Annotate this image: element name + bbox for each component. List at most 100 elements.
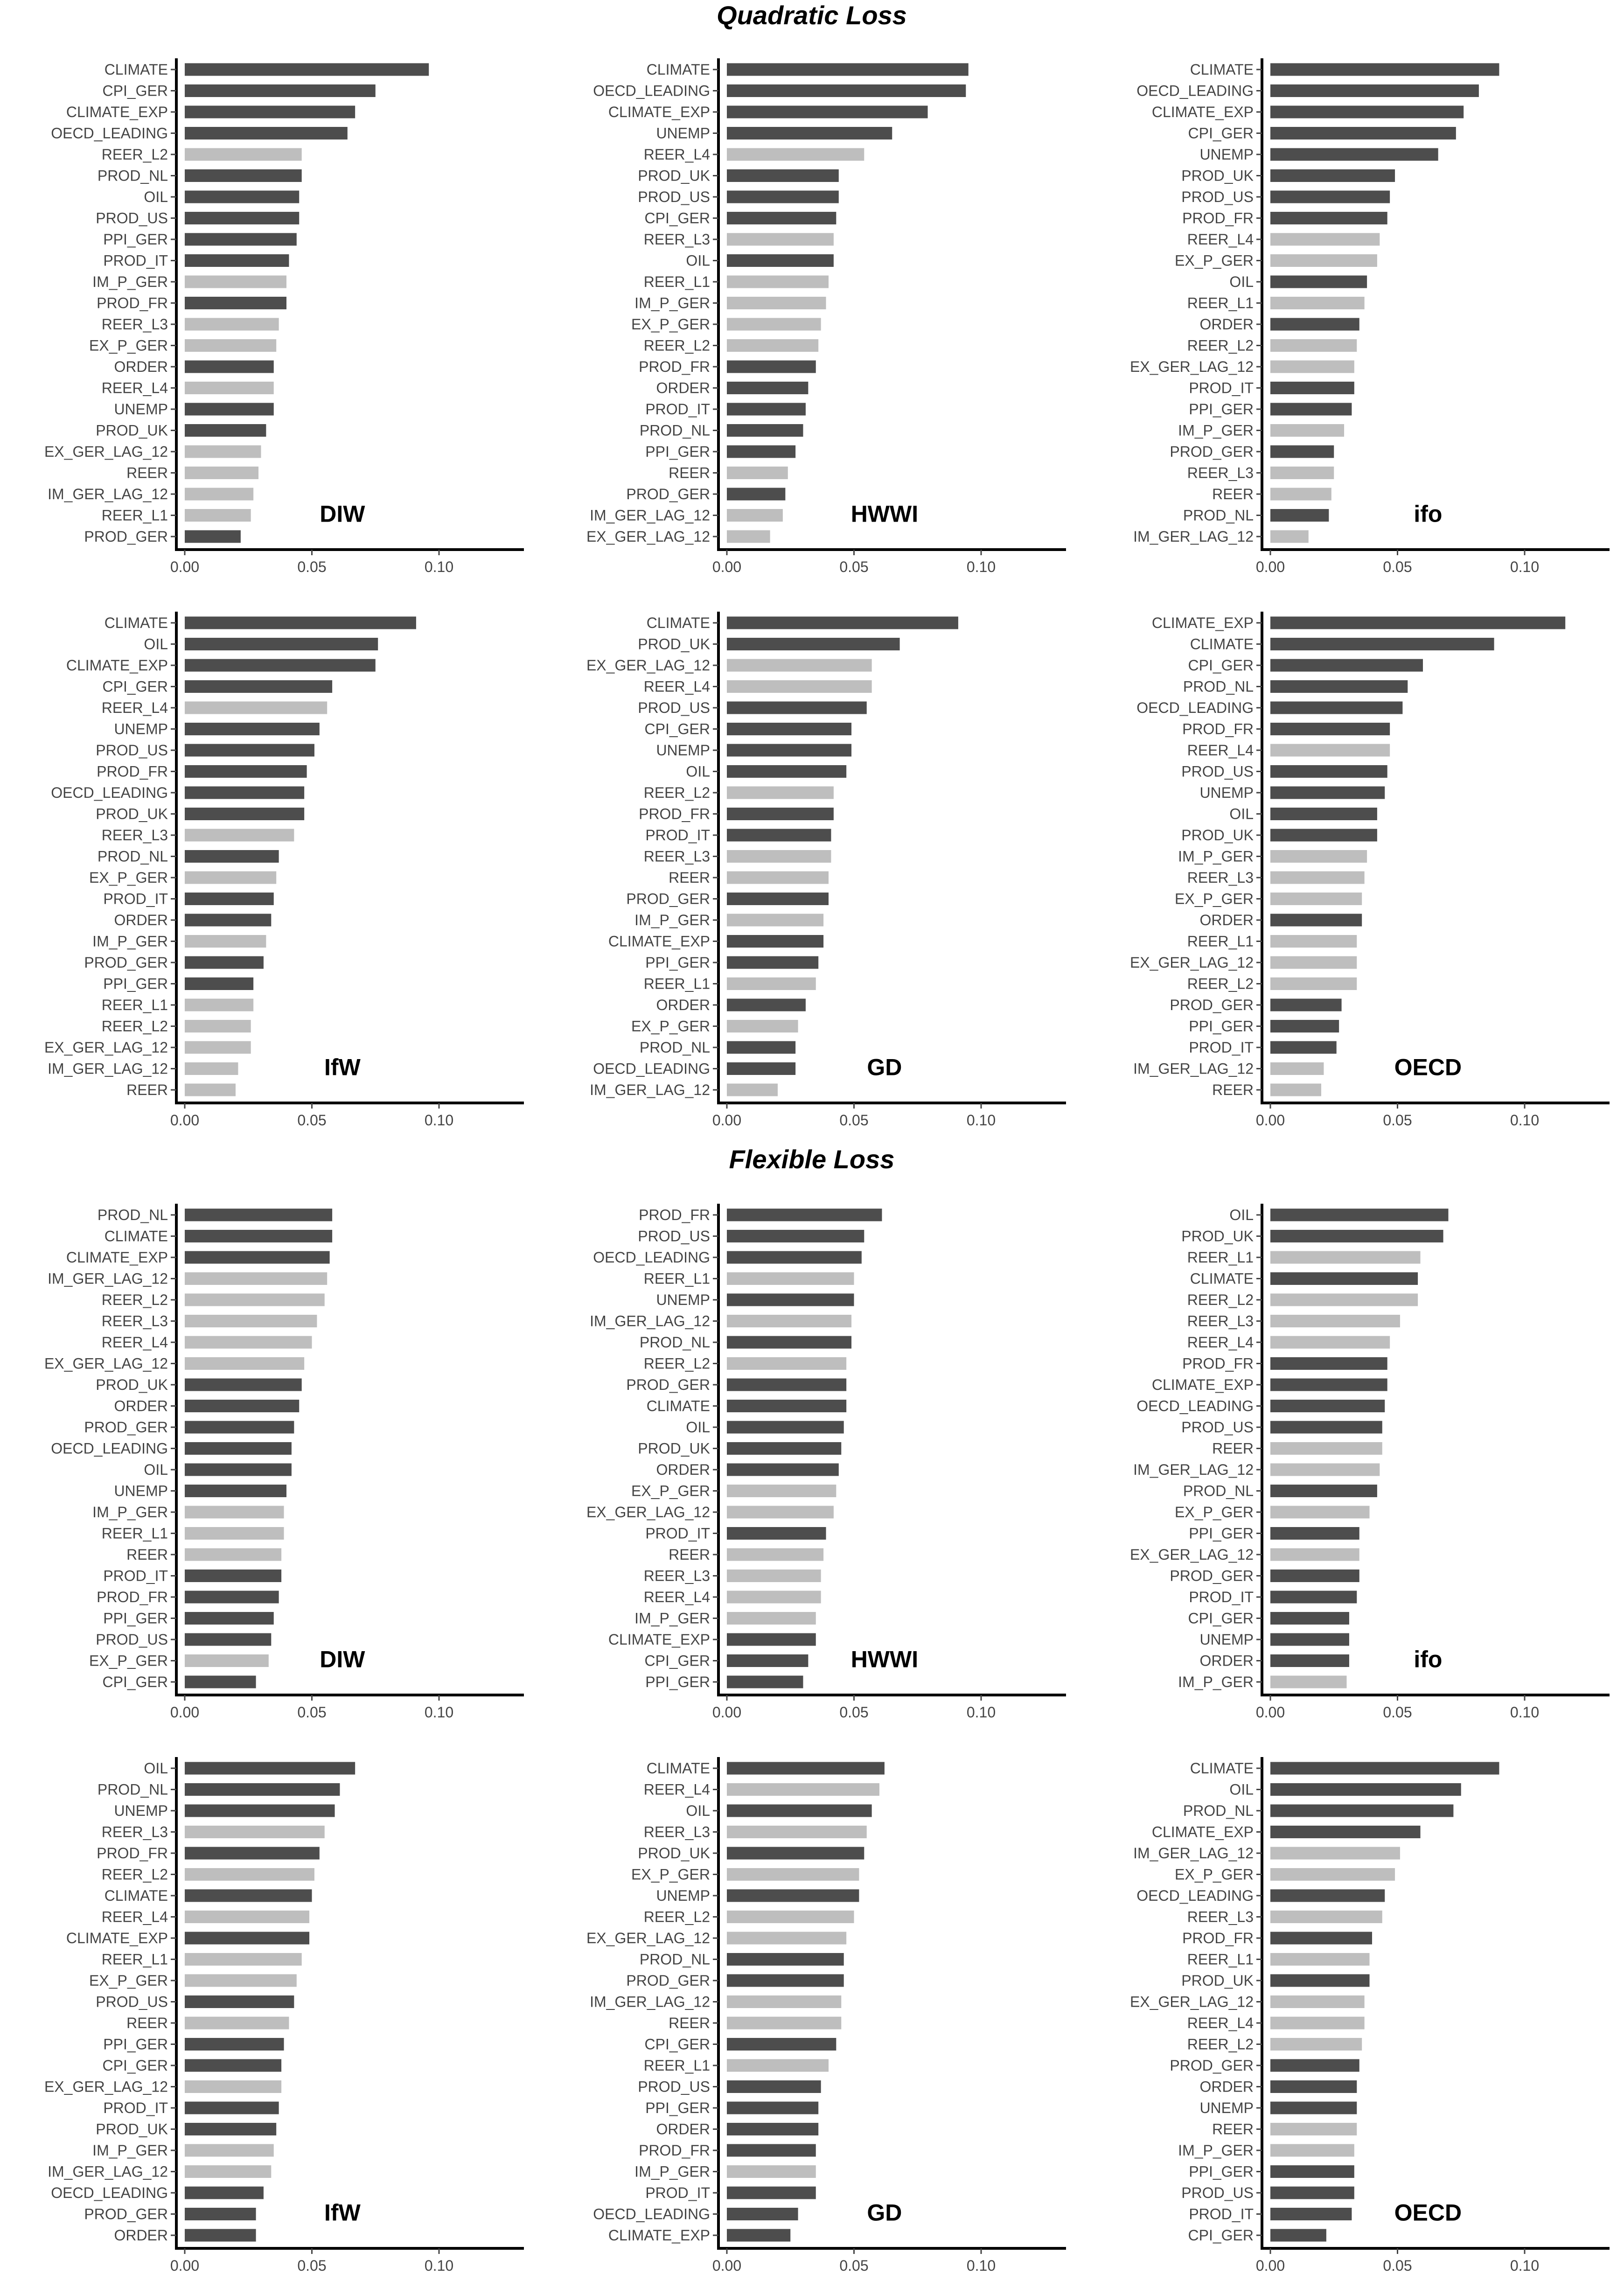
- category-label: CLIMATE: [105, 1887, 168, 1904]
- x-tick-label: 0.05: [839, 2257, 868, 2274]
- section-title: Flexible Loss: [729, 1144, 895, 1174]
- bar: [185, 638, 378, 650]
- bar: [1270, 2038, 1362, 2051]
- category-label: PROD_US: [1181, 763, 1254, 780]
- bar: [727, 998, 806, 1011]
- category-label: CLIMATE: [105, 61, 168, 78]
- bar: [185, 2144, 274, 2157]
- bar: [185, 1612, 274, 1625]
- x-tick-label: 0.10: [1510, 1112, 1539, 1129]
- category-label: PPI_GER: [103, 1610, 168, 1627]
- bar: [1270, 893, 1362, 905]
- bar: [185, 1442, 292, 1455]
- bar: [1270, 169, 1395, 182]
- x-tick-label: 0.10: [1510, 2257, 1539, 2274]
- category-label: OECD_LEADING: [51, 1440, 168, 1457]
- bar: [727, 1612, 816, 1625]
- x-tick-label: 0.05: [297, 1112, 326, 1129]
- bar: [1270, 998, 1342, 1011]
- bar: [185, 1826, 325, 1838]
- bar: [185, 424, 266, 437]
- bar: [185, 1762, 355, 1775]
- category-label: PROD_UK: [1181, 1228, 1254, 1245]
- bar: [185, 1911, 310, 1923]
- bar: [727, 127, 892, 140]
- bar: [1270, 1953, 1370, 1966]
- bar: [727, 2038, 836, 2051]
- bar: [1270, 1062, 1324, 1075]
- category-label: REER_L2: [644, 1909, 710, 1925]
- category-label: PROD_NL: [98, 1207, 168, 1223]
- category-label: OIL: [144, 636, 168, 653]
- category-label: IM_P_GER: [92, 273, 168, 290]
- category-label: EX_P_GER: [1175, 1504, 1254, 1521]
- bar: [185, 1378, 302, 1391]
- category-label: PROD_FR: [639, 1207, 710, 1223]
- category-label: IM_P_GER: [1178, 1674, 1254, 1690]
- category-label: REER: [126, 465, 168, 481]
- category-label: EX_P_GER: [1175, 1866, 1254, 1883]
- bar: [727, 467, 788, 479]
- bar: [185, 1315, 317, 1327]
- bar: [185, 105, 355, 119]
- bar: [727, 233, 834, 246]
- category-label: IM_P_GER: [634, 295, 710, 312]
- category-label: EX_P_GER: [631, 316, 710, 333]
- x-tick-label: 0.05: [1383, 1704, 1412, 1721]
- bar: [185, 84, 376, 97]
- category-label: CPI_GER: [1188, 1610, 1254, 1627]
- bar: [1270, 1315, 1400, 1327]
- bar: [727, 488, 786, 501]
- category-label: UNEMP: [114, 1802, 168, 1819]
- bar: [185, 1463, 292, 1476]
- category-label: PROD_US: [638, 2079, 710, 2095]
- category-label: IM_GER_LAG_12: [1133, 1461, 1254, 1478]
- category-label: CLIMATE: [647, 1398, 710, 1415]
- bar: [185, 786, 305, 799]
- category-label: OECD_LEADING: [1136, 1398, 1254, 1415]
- bar: [1270, 850, 1367, 863]
- category-label: OECD_LEADING: [593, 1249, 710, 1266]
- category-label: ORDER: [1199, 316, 1254, 333]
- category-label: CLIMATE_EXP: [608, 933, 710, 950]
- bar: [727, 84, 966, 97]
- bar: [1270, 1041, 1337, 1054]
- category-label: EX_GER_LAG_12: [1130, 1546, 1254, 1563]
- category-label: OIL: [144, 1461, 168, 1478]
- bar: [185, 956, 264, 969]
- category-label: REER_L1: [102, 1951, 168, 1968]
- bar: [185, 530, 241, 543]
- bar: [1270, 275, 1367, 288]
- bar: [185, 2229, 256, 2242]
- category-label: ORDER: [114, 2227, 168, 2244]
- bar: [185, 2165, 272, 2178]
- bar: [727, 190, 839, 203]
- category-label: PROD_US: [1181, 2184, 1254, 2201]
- category-label: PROD_NL: [1183, 1483, 1254, 1500]
- category-label: CLIMATE_EXP: [1152, 614, 1254, 631]
- x-tick-label: 0.00: [170, 1704, 199, 1721]
- bar: [185, 1995, 294, 2008]
- category-label: PROD_IT: [103, 891, 168, 907]
- bar: [727, 744, 852, 757]
- category-label: PROD_IT: [103, 2100, 168, 2116]
- category-label: PPI_GER: [103, 231, 168, 248]
- category-label: CPI_GER: [103, 678, 168, 695]
- category-label: OIL: [144, 1760, 168, 1777]
- bar: [727, 1463, 839, 1476]
- bar: [185, 977, 254, 990]
- category-label: PROD_UK: [96, 2121, 168, 2138]
- bar: [1270, 2208, 1352, 2220]
- bar: [727, 530, 770, 543]
- category-label: OIL: [686, 1419, 710, 1436]
- bar: [185, 1421, 294, 1434]
- category-label: REER_L2: [644, 784, 710, 801]
- bar: [1270, 1485, 1377, 1497]
- category-label: CLIMATE: [647, 1760, 710, 1777]
- bar: [185, 723, 320, 735]
- bar: [185, 63, 429, 76]
- category-label: PROD_GER: [626, 891, 710, 907]
- bar: [727, 1911, 854, 1923]
- category-label: REER_L3: [644, 1568, 710, 1584]
- category-label: PROD_FR: [1182, 1355, 1254, 1372]
